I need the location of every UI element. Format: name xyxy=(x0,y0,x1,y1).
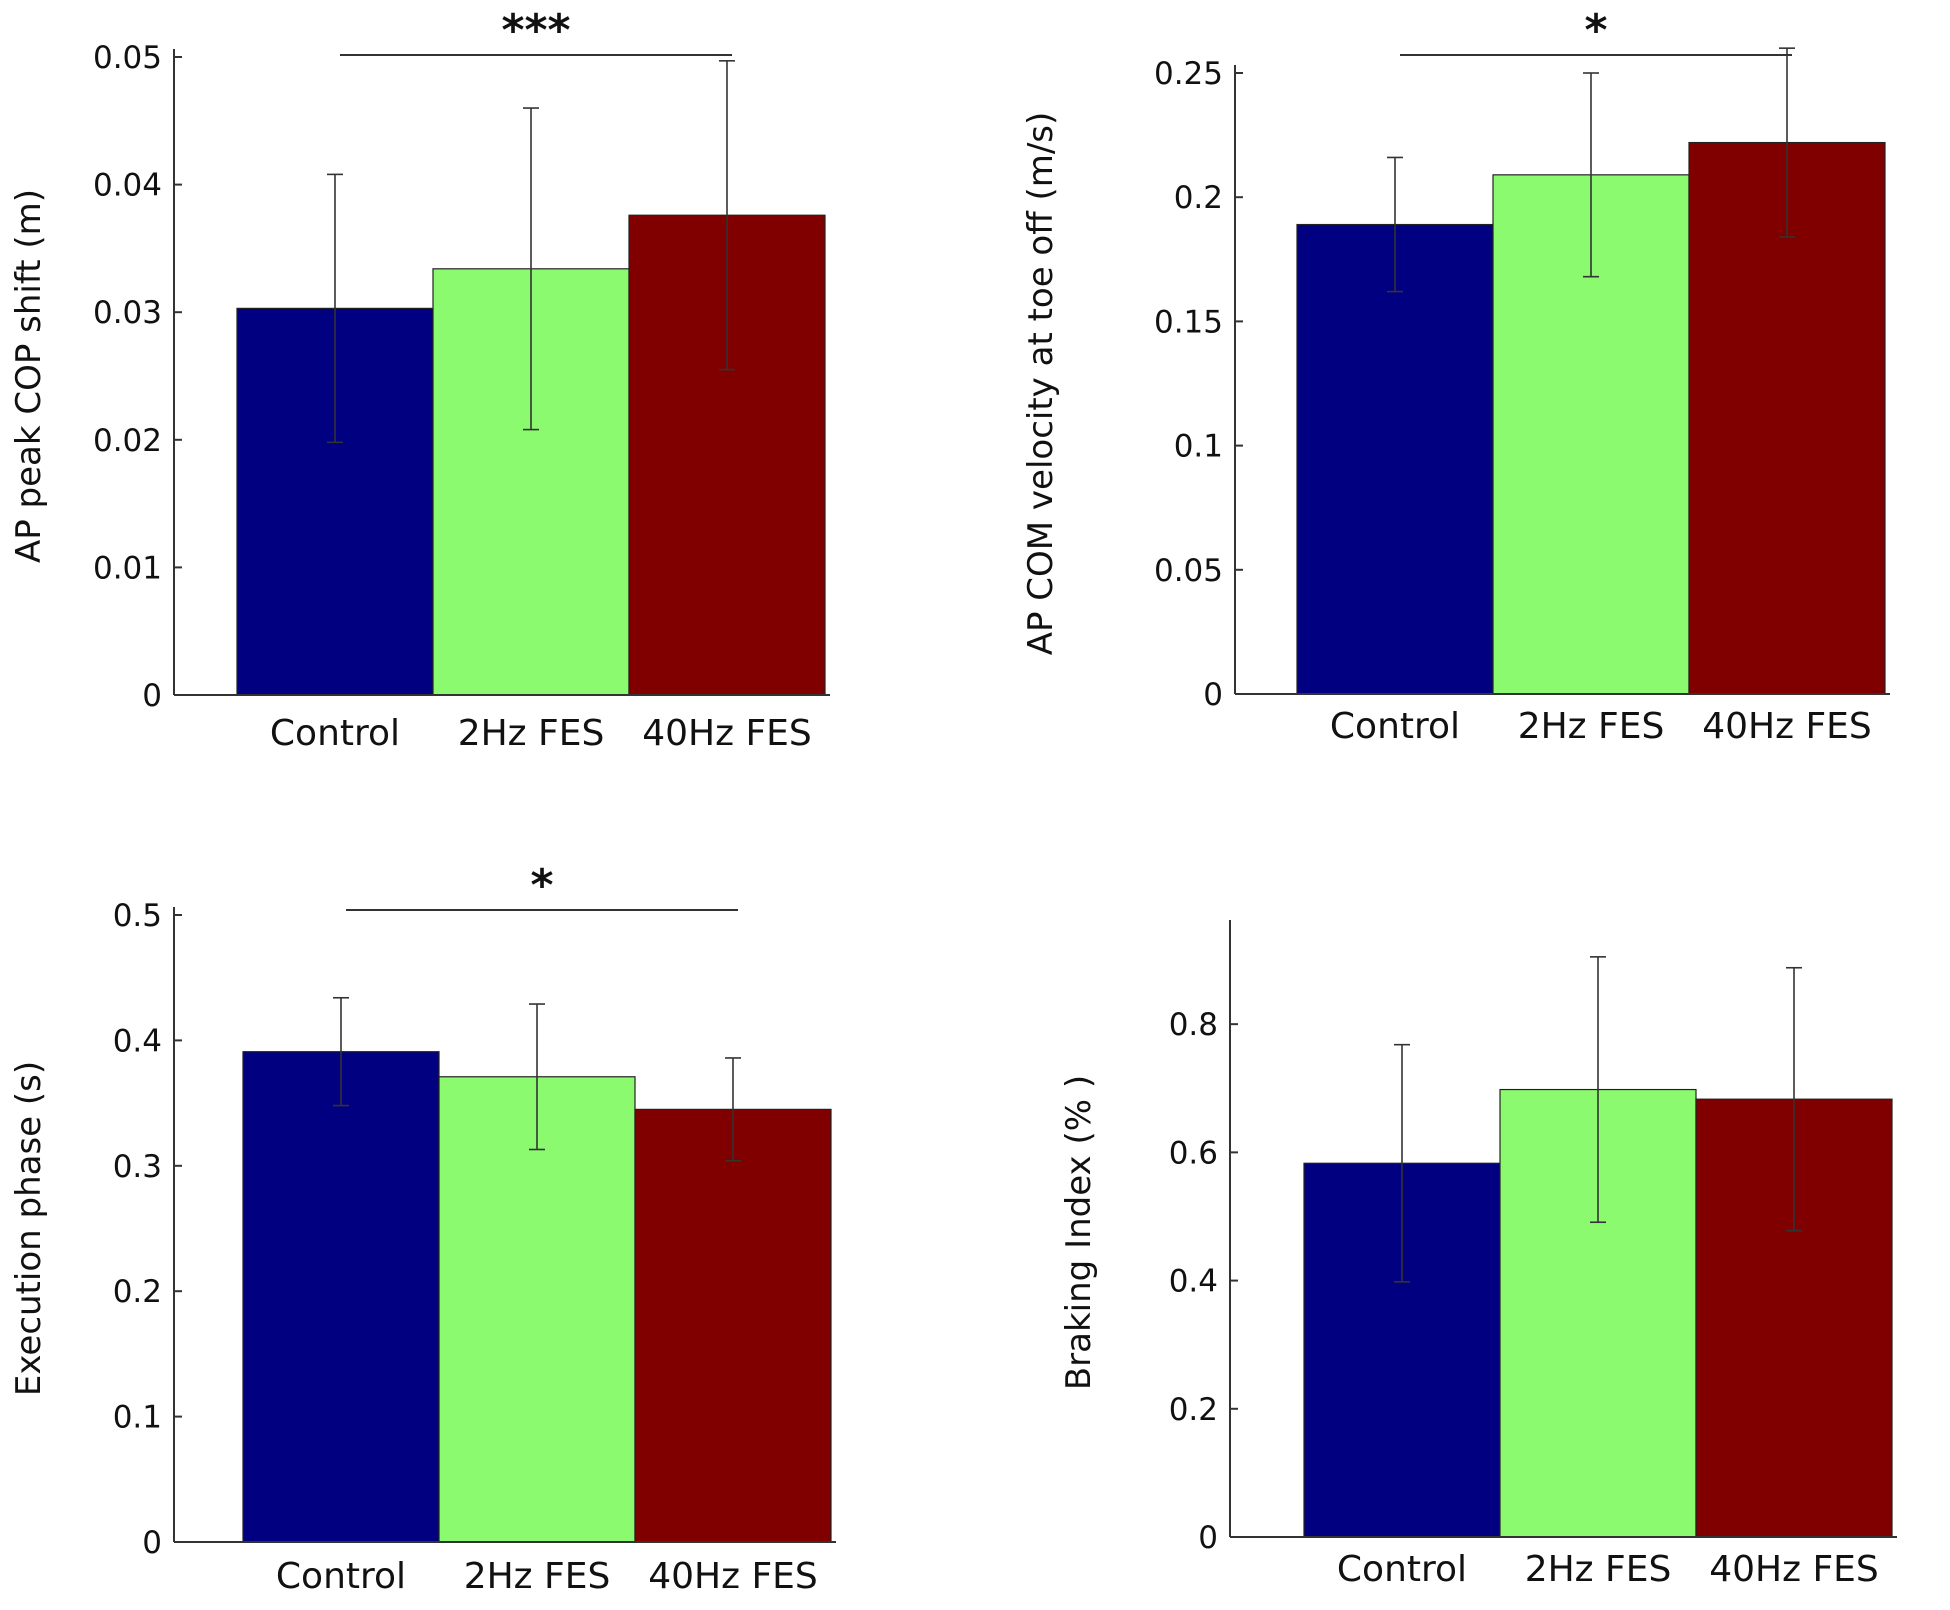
y-axis-label-com: AP COM velocity at toe off (m/s) xyxy=(1021,112,1061,656)
y-tick-label-exec-1: 0.1 xyxy=(113,1400,162,1436)
bar-exec-1 xyxy=(438,1076,636,1543)
chart-panel-exec: 0 0.1 0.2 0.3 0.4 0.5 Control 2Hz FES 40Hz FES Ex… xyxy=(9,860,836,1597)
x-category-label-exec-0: Control xyxy=(276,1556,406,1597)
y-axis-label-cop: AP peak COP shift (m) xyxy=(9,189,49,563)
y-tick-label-brake-0: 0 xyxy=(1198,1520,1218,1556)
y-tick-label-com-5: 0.25 xyxy=(1154,56,1223,92)
x-category-label-com-1: 2Hz FES xyxy=(1518,706,1665,747)
significance-label-exec: * xyxy=(530,860,553,911)
y-tick-label-exec-5: 0.5 xyxy=(113,898,162,934)
bar-com-0 xyxy=(1296,223,1494,695)
x-category-label-brake-0: Control xyxy=(1337,1549,1467,1590)
chart-panel-com: 0 0.05 0.1 0.15 0.2 0.25 Control 2Hz FES 40Hz FE… xyxy=(1021,5,1890,747)
y-tick-label-cop-5: 0.05 xyxy=(93,40,162,76)
x-category-label-exec-2: 40Hz FES xyxy=(648,1556,818,1597)
y-tick-label-brake-3: 0.6 xyxy=(1169,1135,1218,1171)
y-tick-label-com-3: 0.15 xyxy=(1154,304,1223,340)
x-category-label-brake-2: 40Hz FES xyxy=(1709,1549,1879,1590)
significance-label-cop: *** xyxy=(501,5,570,56)
y-tick-label-exec-3: 0.3 xyxy=(113,1149,162,1185)
y-tick-label-cop-1: 0.01 xyxy=(93,550,162,586)
y-tick-label-com-0: 0 xyxy=(1203,677,1223,713)
bar-exec-2 xyxy=(634,1108,832,1543)
x-category-label-brake-1: 2Hz FES xyxy=(1525,1549,1672,1590)
bar-exec-0 xyxy=(242,1051,440,1543)
y-tick-label-brake-2: 0.4 xyxy=(1169,1264,1218,1300)
x-category-label-cop-1: 2Hz FES xyxy=(458,713,605,754)
y-tick-label-brake-1: 0.2 xyxy=(1169,1392,1218,1428)
y-axis-label-exec: Execution phase (s) xyxy=(9,1061,49,1396)
x-category-label-cop-2: 40Hz FES xyxy=(642,713,812,754)
y-tick-label-cop-2: 0.02 xyxy=(93,423,162,459)
y-tick-label-cop-4: 0.04 xyxy=(93,168,162,204)
x-category-label-cop-0: Control xyxy=(270,713,400,754)
chart-panel-brake: 0 0.2 0.4 0.6 0.8 Control 2Hz FES 40Hz FES Braki… xyxy=(1059,920,1897,1590)
y-tick-label-exec-4: 0.4 xyxy=(113,1023,162,1059)
y-tick-label-exec-2: 0.2 xyxy=(113,1274,162,1310)
y-axis-label-brake: Braking Index (% ) xyxy=(1059,1075,1099,1390)
y-tick-label-com-4: 0.2 xyxy=(1174,180,1223,216)
chart-panel-cop: 0 0.01 0.02 0.03 0.04 0.05 Control 2Hz FES 40Hz … xyxy=(9,5,830,754)
y-tick-label-cop-0: 0 xyxy=(142,678,162,714)
x-category-label-com-0: Control xyxy=(1330,706,1460,747)
y-tick-label-cop-3: 0.03 xyxy=(93,295,162,331)
y-tick-label-com-1: 0.05 xyxy=(1154,553,1223,589)
x-category-label-exec-1: 2Hz FES xyxy=(464,1556,611,1597)
x-category-label-com-2: 40Hz FES xyxy=(1702,706,1872,747)
y-tick-label-exec-0: 0 xyxy=(142,1525,162,1561)
y-tick-label-brake-4: 0.8 xyxy=(1169,1007,1218,1043)
significance-label-com: * xyxy=(1584,5,1607,56)
y-tick-label-com-2: 0.1 xyxy=(1174,429,1223,465)
